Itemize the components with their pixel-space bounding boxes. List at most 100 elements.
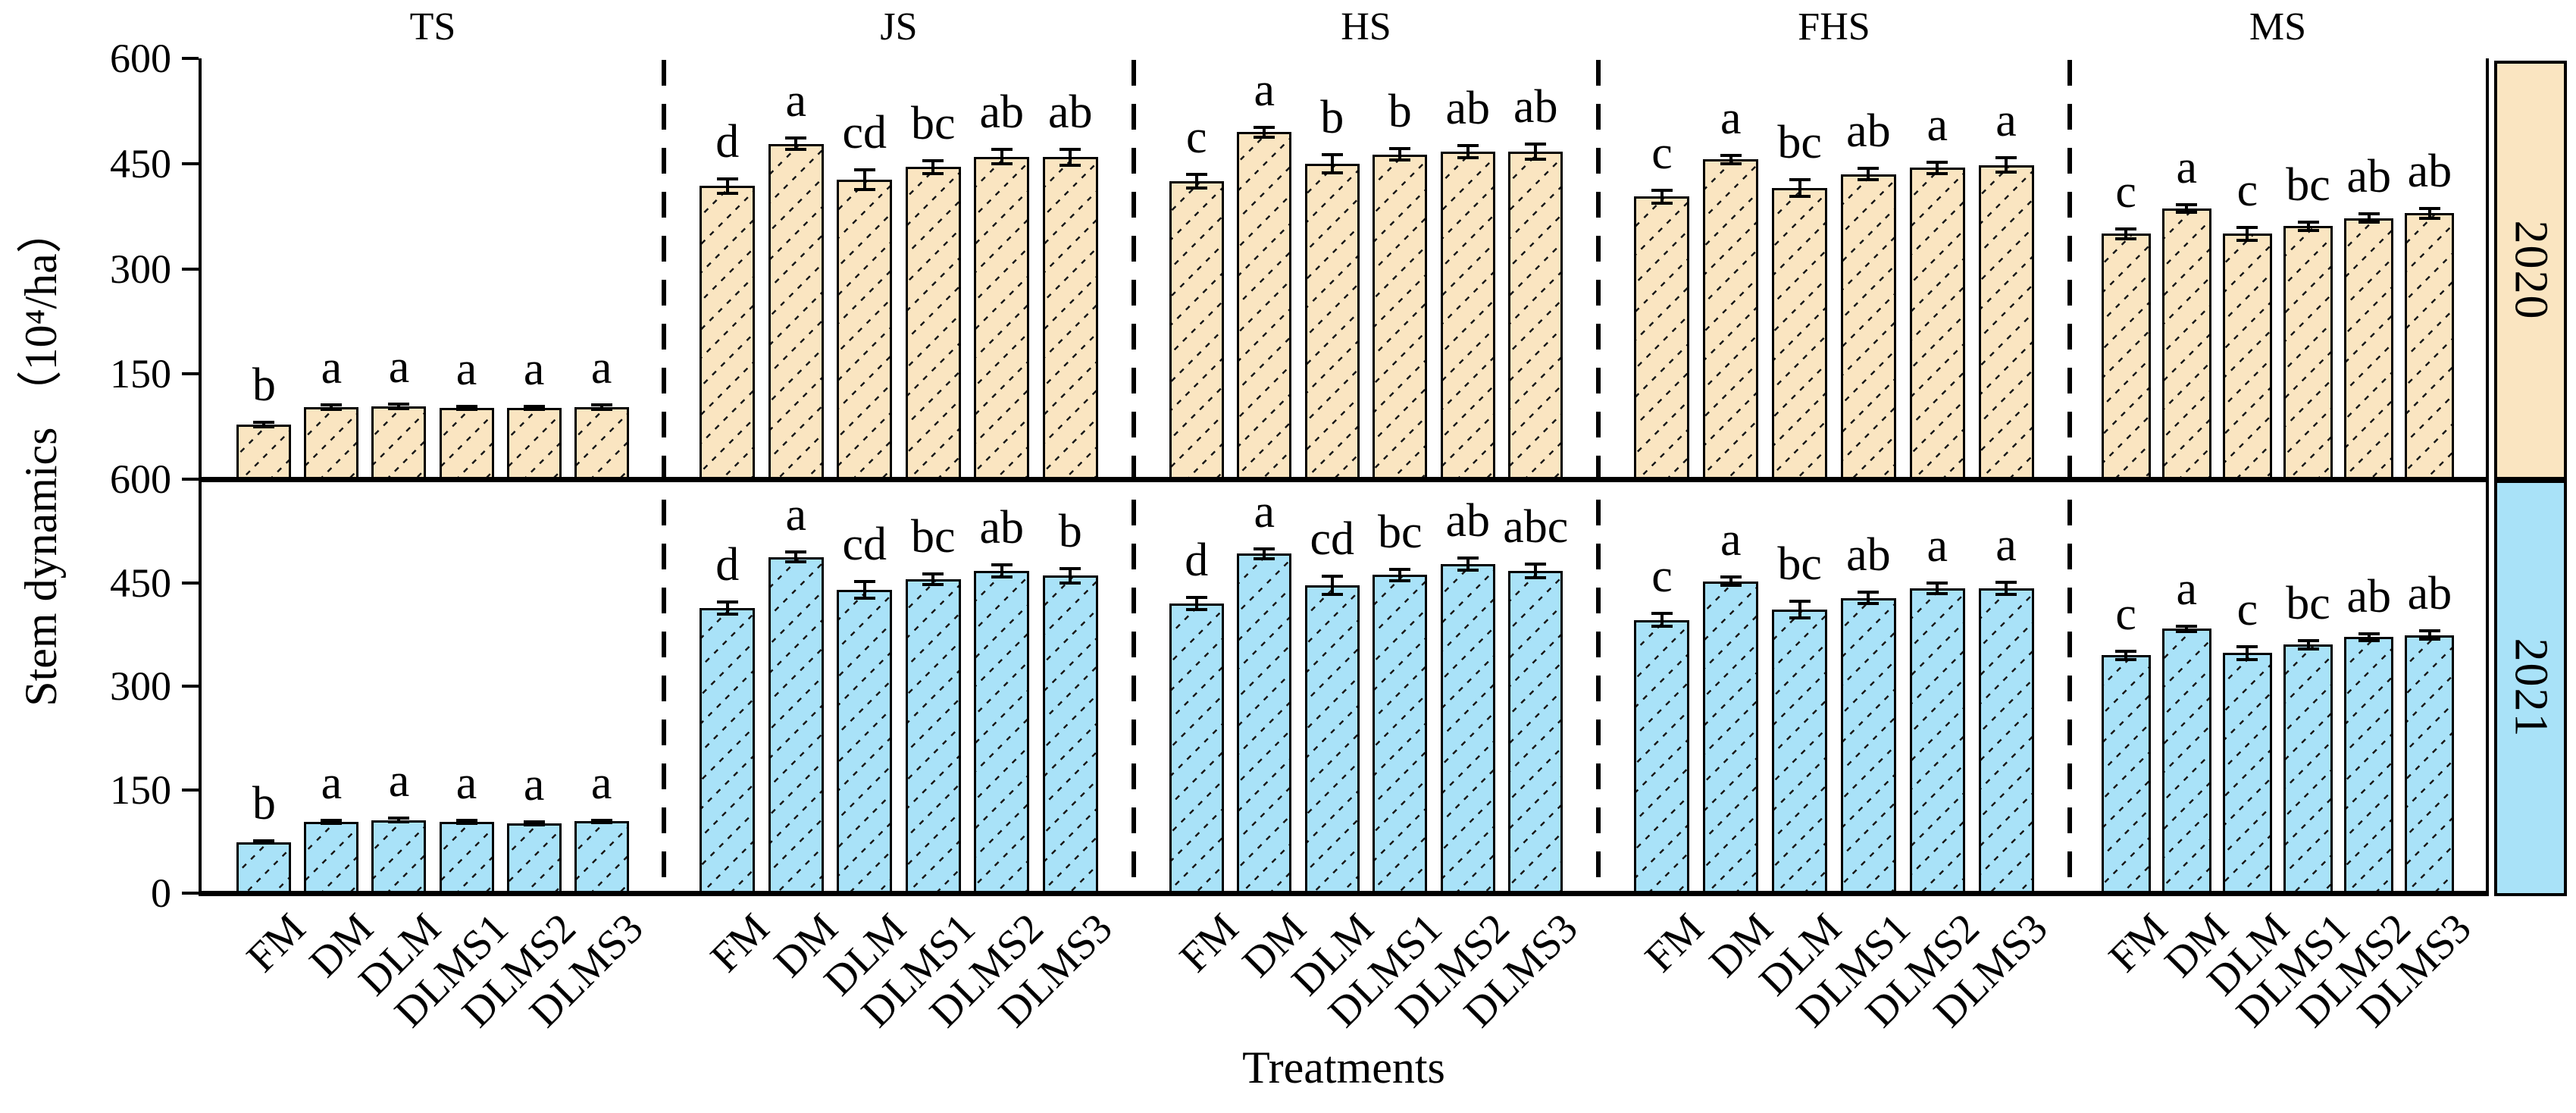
significance-letter: a: [590, 341, 612, 393]
bar-2021-MS-DM: [2162, 629, 2211, 893]
significance-letter: ab: [979, 86, 1025, 139]
error-bar-cap-bottom: [523, 823, 545, 826]
bar-2021-FHS-DLMS1: [1841, 597, 1896, 893]
error-bar-cap-top: [1525, 142, 1547, 146]
y-tick: [182, 892, 199, 895]
error-bar-cap-bottom: [2358, 221, 2380, 224]
error-bar-stem: [725, 179, 729, 193]
error-bar-stem: [1534, 143, 1538, 160]
error-bar-cap-top: [1254, 547, 1275, 550]
error-bar-cap-bottom: [1858, 601, 1880, 605]
error-bar-cap-bottom: [1525, 158, 1547, 161]
bar-2020-JS-DLM: [837, 180, 892, 479]
error-bar-cap-top: [1060, 148, 1081, 152]
error-bar-cap-top: [2297, 638, 2319, 642]
error-bar-cap-bottom: [1927, 592, 1948, 596]
error-bar-cap-bottom: [1525, 576, 1547, 580]
significance-letter: a: [523, 759, 545, 811]
error-bar-cap-bottom: [922, 583, 944, 587]
significance-letter: cd: [842, 518, 887, 570]
error-bar-stem: [1263, 548, 1266, 559]
error-bar-cap-top: [2176, 203, 2198, 207]
panel-separator-dashed-line: [662, 60, 666, 892]
error-bar-cap-top: [1927, 160, 1948, 164]
error-bar-cap-bottom: [1060, 163, 1081, 167]
error-bar-cap-top: [2358, 212, 2380, 216]
error-bar-cap-top: [1651, 612, 1673, 616]
error-bar-cap-bottom: [1995, 170, 2017, 174]
error-bar-cap-bottom: [2176, 630, 2198, 634]
error-bar-cap-bottom: [1927, 171, 1948, 175]
error-bar-cap-bottom: [2236, 238, 2258, 242]
error-bar-cap-bottom: [2176, 210, 2198, 214]
error-bar-stem: [1000, 564, 1003, 578]
bar-2020-MS-DLMS3: [2405, 213, 2454, 479]
significance-letter: a: [455, 343, 477, 395]
significance-letter: d: [715, 116, 740, 168]
error-bar-cap-bottom: [321, 822, 343, 826]
significance-letter: c: [2236, 584, 2258, 636]
error-bar-stem: [2185, 625, 2189, 632]
bar-2021-JS-FM: [700, 608, 755, 893]
bar-2021-FHS-DLMS2: [1910, 588, 1965, 893]
significance-letter: bc: [1777, 117, 1822, 169]
error-bar-cap-top: [1720, 575, 1742, 579]
bar-2020-JS-DLMS3: [1043, 157, 1098, 479]
panel-separator-dashed-line: [1596, 60, 1601, 892]
bar-2020-TS-DM: [304, 406, 358, 479]
error-bar-cap-bottom: [1995, 592, 2017, 596]
significance-letter: b: [1058, 506, 1082, 558]
significance-letter: a: [1995, 95, 2017, 147]
significance-letter: a: [2176, 563, 2198, 615]
significance-letter: a: [1927, 519, 1948, 572]
panel-title: MS: [2249, 5, 2307, 49]
bar-2020-FHS-FM: [1634, 196, 1689, 479]
bar-2021-MS-DLMS3: [2405, 635, 2454, 893]
bar-2021-HS-DLMS3: [1508, 571, 1563, 893]
error-bar-cap-top: [1789, 178, 1811, 182]
error-bar-cap-bottom: [853, 596, 875, 600]
error-bar-stem: [1398, 569, 1402, 581]
bar-2021-FHS-FM: [1634, 619, 1689, 893]
significance-letter: ab: [2346, 151, 2391, 203]
error-bar-cap-bottom: [785, 148, 807, 152]
bar-2021-TS-DLM: [371, 820, 426, 893]
bar-2020-HS-FM: [1169, 180, 1224, 479]
error-bar-cap-bottom: [590, 407, 612, 411]
significance-letter: ab: [1048, 86, 1093, 139]
error-bar-cap-top: [2176, 624, 2198, 628]
error-bar-cap-top: [2418, 206, 2440, 210]
significance-letter: a: [1720, 92, 1742, 144]
error-bar-stem: [2427, 631, 2431, 640]
x-tick-label-FM: FM: [701, 905, 778, 982]
error-bar-stem: [931, 573, 935, 585]
bar-2020-HS-DM: [1237, 132, 1291, 479]
error-bar-cap-top: [1321, 152, 1343, 156]
bar-2020-MS-DLMS1: [2283, 226, 2333, 479]
significance-letter: a: [523, 343, 545, 395]
error-bar-cap-top: [922, 572, 944, 575]
bar-2021-JS-DM: [768, 556, 824, 893]
error-bar-cap-top: [922, 159, 944, 163]
significance-letter: abc: [1503, 500, 1569, 553]
error-bar-cap-bottom: [1457, 569, 1479, 572]
error-bar-stem: [1466, 145, 1470, 158]
x-axis-title: Treatments: [1242, 1042, 1445, 1093]
error-bar-stem: [1936, 161, 1939, 174]
error-bar-cap-bottom: [253, 425, 275, 428]
panel-title: JS: [880, 5, 918, 49]
x-axis-baseline: [199, 891, 2489, 896]
significance-letter: c: [1651, 550, 1673, 603]
error-bar-stem: [1069, 569, 1072, 583]
significance-letter: ab: [1513, 80, 1558, 133]
error-bar-cap-top: [590, 403, 612, 406]
error-bar-stem: [1729, 155, 1732, 164]
bar-2020-MS-DLMS2: [2344, 218, 2393, 479]
bar-2021-HS-DLMS2: [1441, 563, 1495, 893]
significance-letter: ab: [1846, 105, 1891, 158]
significance-letter: a: [1720, 514, 1742, 566]
bar-2021-JS-DLM: [837, 589, 892, 893]
bar-2021-HS-FM: [1169, 603, 1224, 893]
year-strip-2020: 2020: [2494, 61, 2567, 480]
error-bar-stem: [2367, 633, 2371, 641]
